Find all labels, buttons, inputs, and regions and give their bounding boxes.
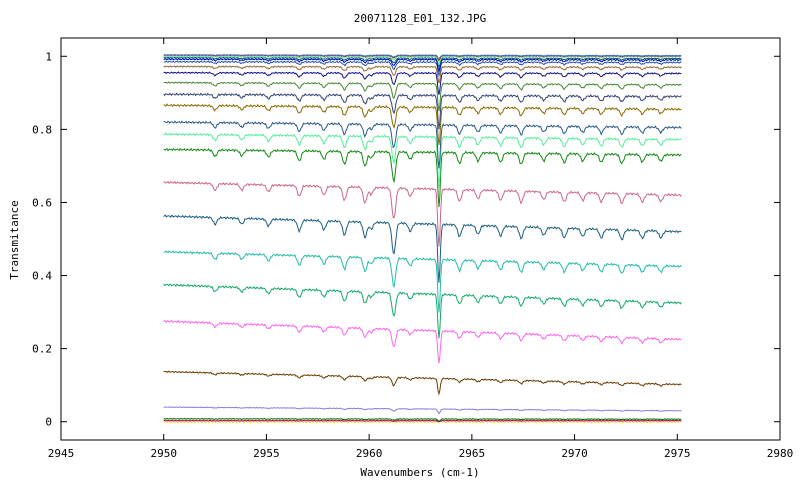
y-tick-label: 0.4	[32, 270, 52, 283]
y-tick-label: 0.6	[32, 196, 52, 209]
spectrum-series-line	[163, 214, 682, 283]
y-axis-ticks: 0 0.2 0.4 0.6 0.8 1	[32, 50, 780, 429]
chart-title: 20071128_E01_132.JPG	[354, 12, 486, 25]
spectrum-series-line	[163, 419, 682, 424]
x-tick-label: 2950	[150, 447, 177, 460]
spectrum-series-line	[163, 56, 682, 68]
plot-frame	[60, 37, 781, 441]
spectrum-series-line	[163, 92, 682, 130]
spectrum-series-line	[163, 55, 682, 64]
series-lines	[163, 53, 682, 424]
spectrum-series-line	[163, 250, 682, 313]
x-tick-label: 2945	[48, 447, 75, 460]
spectrum-series-line	[163, 319, 682, 364]
spectrum-series-line	[163, 53, 682, 59]
spectrum-series-line	[163, 60, 682, 78]
x-axis-ticks: 2945 2950 2955 2960 2965 2970 2975 2980	[48, 38, 794, 460]
x-tick-label: 2980	[767, 447, 794, 460]
spectrum-series-line	[163, 147, 682, 207]
spectrum-series-line	[163, 180, 682, 247]
y-tick-label: 0	[45, 416, 52, 429]
spectrum-series-line	[163, 103, 682, 146]
y-tick-label: 0.8	[32, 123, 52, 136]
x-axis-label: Wavenumbers (cm-1)	[360, 466, 479, 479]
spectrum-series-line	[163, 71, 682, 95]
spectrum-series-line	[163, 120, 682, 169]
spectrum-series-line	[163, 132, 682, 188]
spectrum-series-line	[163, 283, 682, 339]
x-tick-label: 2960	[356, 447, 383, 460]
spectrum-series-line	[163, 370, 682, 396]
y-tick-label: 0.2	[32, 343, 52, 356]
x-tick-label: 2965	[459, 447, 486, 460]
spectrum-series-line	[163, 81, 682, 112]
spectrum-series-line	[163, 57, 682, 73]
spectrum-series-line	[163, 406, 682, 415]
x-tick-label: 2975	[664, 447, 691, 460]
y-tick-label: 1	[45, 50, 52, 63]
spectrum-series-line	[163, 419, 682, 423]
x-tick-label: 2970	[561, 447, 588, 460]
spectrum-series-line	[163, 417, 682, 422]
spectrum-series-line	[163, 65, 682, 84]
y-axis-label: Transmitance	[8, 200, 21, 279]
x-tick-label: 2955	[253, 447, 280, 460]
